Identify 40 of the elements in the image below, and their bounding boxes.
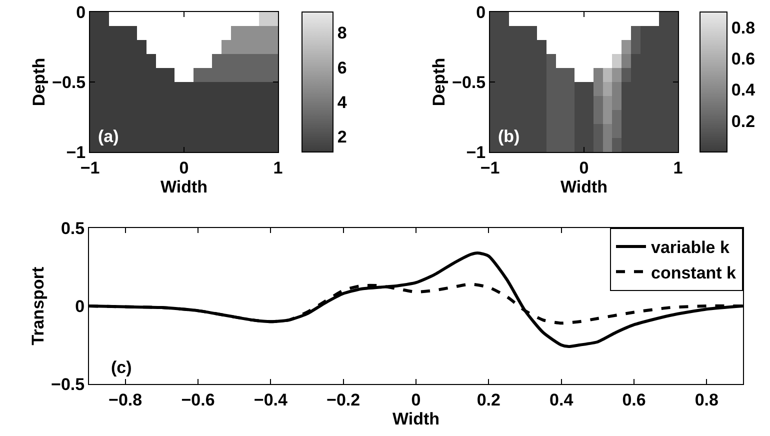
y-tick-label: 0 [76,2,86,22]
x-tick-label: 0 [411,390,421,410]
x-tick-label: 1 [273,158,283,178]
color-bar-label: 0.6 [731,50,756,69]
y-tick-label: 0.5 [60,218,85,238]
x-tick-label: 0.8 [694,390,718,410]
color-bar-label: 8 [337,24,347,43]
color-bar-label: 0.4 [731,80,756,100]
x-axis-title: Width [392,409,440,428]
x-tick-label: −0.4 [254,390,288,410]
x-tick-label: 0 [179,158,189,178]
x-tick-label: 0 [579,158,589,178]
x-tick-label: −0.2 [326,390,360,410]
x-tick-label: 0.4 [550,390,574,410]
annotation: (c) [111,358,132,377]
color-bar-label: 6 [337,58,347,78]
x-tick-label: 0.6 [622,390,646,410]
x-tick-label: 1 [673,158,683,178]
color-bar-label: 0.2 [731,112,756,131]
x-axis-title: Width [160,177,208,196]
y-tick-label: −1 [66,142,86,162]
y-tick-label: −0.5 [51,374,85,394]
y-axis-title: Transport [28,266,48,346]
legend-label: constant k [651,263,737,282]
x-tick-label: 0.2 [476,390,500,410]
x-tick-label: −0.8 [108,390,142,410]
x-tick-label: −0.6 [181,390,215,410]
y-axis-title: Depth [430,58,449,106]
y-tick-label: 0 [476,2,486,22]
legend-label: variable k [651,238,730,258]
color-bar-label: 4 [337,92,348,112]
color-bar-label: 2 [337,127,347,146]
x-axis-title: Width [560,177,608,196]
y-tick-label: 0 [75,296,85,316]
annotation: (b) [498,127,520,146]
y-tick-label: −0.5 [452,72,486,92]
y-axis-title: Depth [30,58,49,106]
y-tick-label: −0.5 [52,72,86,92]
annotation: (a) [98,127,119,146]
color-bar-label: 0.8 [731,18,756,38]
